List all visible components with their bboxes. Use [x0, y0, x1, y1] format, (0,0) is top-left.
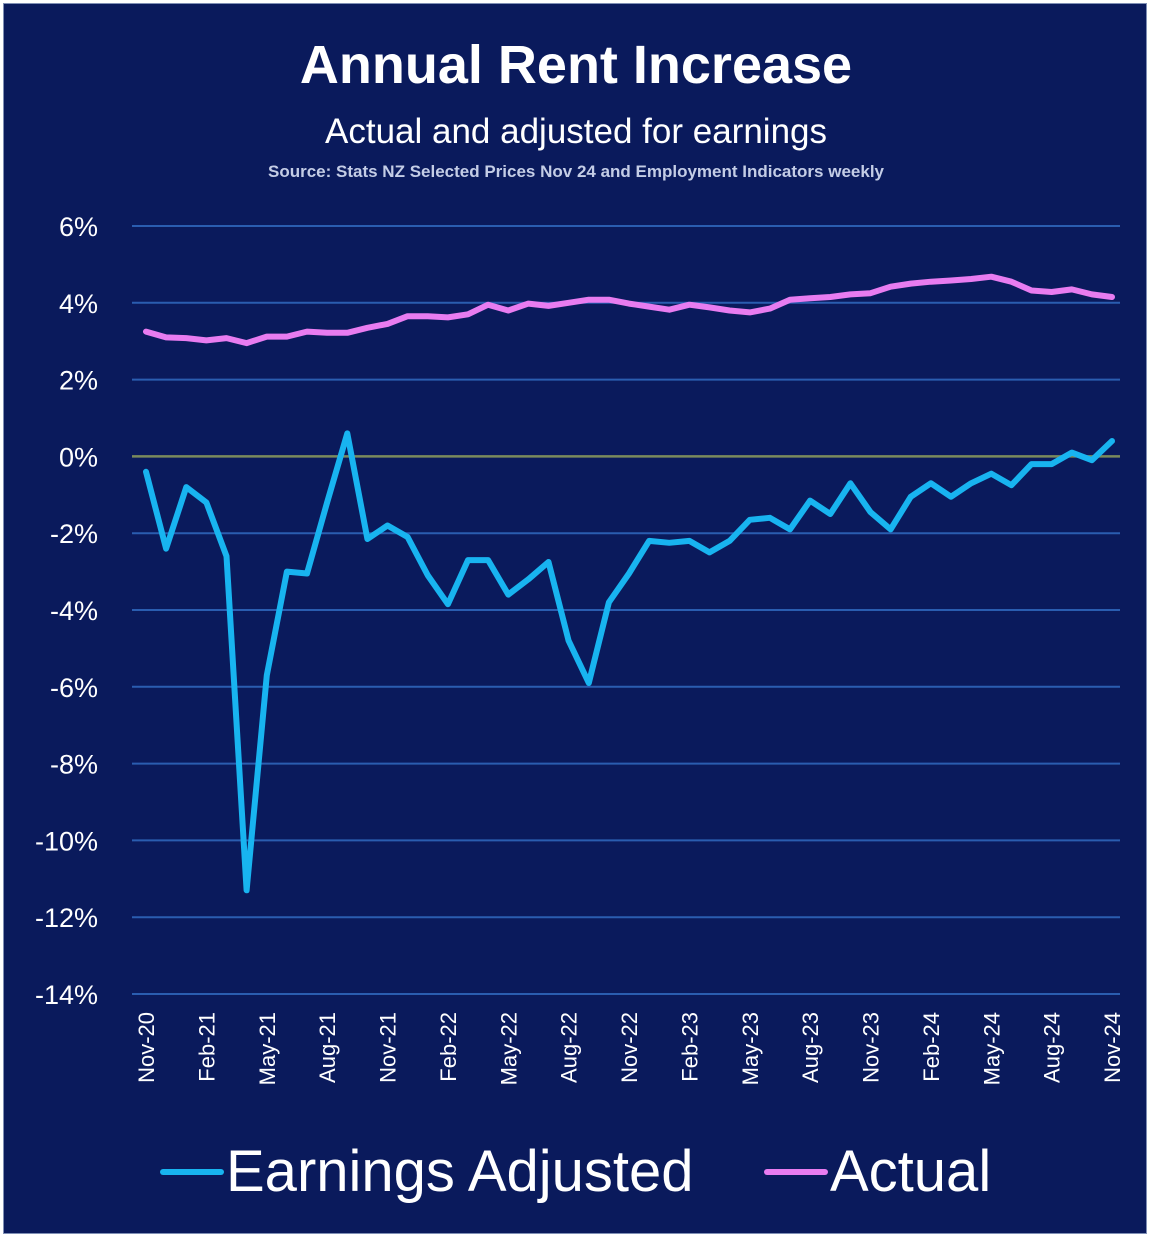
- x-tick-label: Aug-24: [1040, 1012, 1065, 1083]
- x-tick-label: Feb-24: [919, 1012, 944, 1082]
- x-tick-label: May-24: [979, 1012, 1004, 1085]
- legend-actual: Actual: [764, 1140, 991, 1204]
- x-tick-label: Aug-23: [798, 1012, 823, 1083]
- x-tick-label: May-21: [255, 1012, 280, 1085]
- y-tick-label: 0%: [59, 442, 98, 472]
- chart-background: [3, 3, 1147, 1234]
- x-tick-label: May-22: [496, 1012, 521, 1085]
- y-tick-label: -6%: [50, 673, 98, 703]
- legend-swatch-earnings-adjusted: [160, 1169, 224, 1175]
- x-tick-label: Nov-24: [1100, 1012, 1125, 1083]
- y-tick-label: -8%: [50, 750, 98, 780]
- legend-label-earnings-adjusted: Earnings Adjusted: [226, 1139, 694, 1204]
- chart-source: Source: Stats NZ Selected Prices Nov 24 …: [268, 162, 884, 181]
- x-tick-label: Feb-22: [436, 1012, 461, 1082]
- y-tick-label: -14%: [35, 980, 98, 1010]
- y-tick-label: 6%: [59, 212, 98, 242]
- x-tick-label: Nov-21: [376, 1012, 401, 1083]
- y-tick-label: 4%: [59, 289, 98, 319]
- y-tick-label: -2%: [50, 519, 98, 549]
- y-tick-label: 2%: [59, 366, 98, 396]
- y-tick-label: -12%: [35, 903, 98, 933]
- x-tick-label: Aug-22: [557, 1012, 582, 1083]
- x-tick-label: Aug-21: [315, 1012, 340, 1083]
- x-tick-label: May-23: [738, 1012, 763, 1085]
- y-tick-label: -4%: [50, 596, 98, 626]
- chart-title: Annual Rent Increase: [299, 35, 853, 95]
- x-tick-label: Feb-21: [194, 1012, 219, 1082]
- x-tick-label: Nov-20: [134, 1012, 159, 1083]
- y-tick-label: -10%: [35, 826, 98, 856]
- series-lines: [143, 273, 1115, 894]
- series-line-actual: [143, 273, 1115, 347]
- x-tick-label: Nov-22: [617, 1012, 642, 1083]
- legend-label-actual: Actual: [830, 1139, 992, 1204]
- x-axis-ticks: Nov-20 Feb-21 May-21 Aug-21 Nov-21 Feb-22 May-…: [134, 1012, 1125, 1085]
- x-tick-label: Feb-23: [677, 1012, 702, 1082]
- legend-swatch-actual: [764, 1169, 828, 1175]
- series-line-earnings-adjusted: [143, 430, 1115, 894]
- y-axis-ticks: 6% 4% 2% 0% -2% -4% -6% -8% -10% -12% -14%: [35, 212, 98, 1010]
- x-tick-label: Nov-23: [859, 1012, 884, 1083]
- legend-earnings-adjusted: Earnings Adjusted: [160, 1140, 694, 1204]
- chart-subtitle: Actual and adjusted for earnings: [325, 112, 827, 151]
